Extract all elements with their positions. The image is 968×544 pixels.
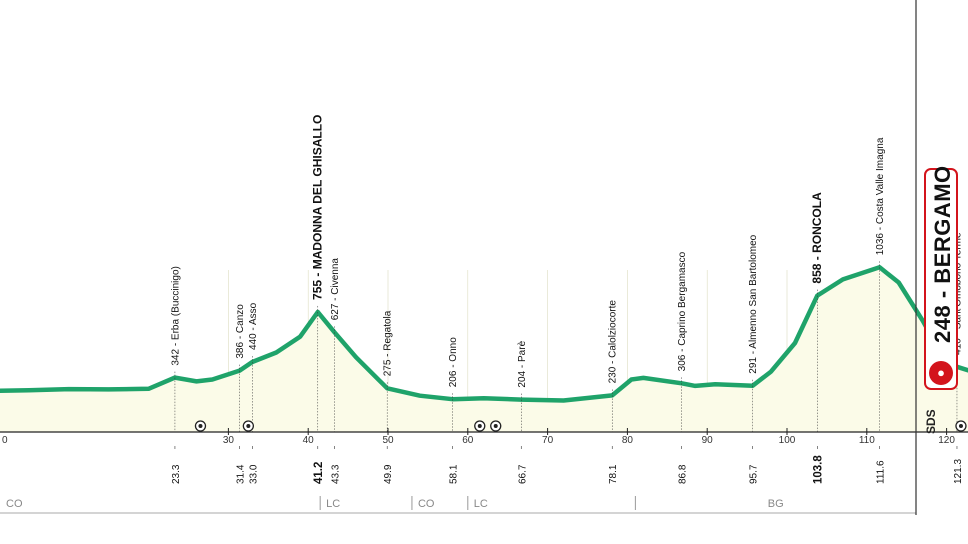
route-marker-dot <box>477 424 482 428</box>
km-label: 43.3 <box>331 464 342 484</box>
point-labels: 342 - Erba (Buccinigo) 386 - Canzo 440 - A… <box>170 115 963 388</box>
route-marker-dot <box>493 424 498 428</box>
place-label: 386 - Canzo <box>235 304 246 359</box>
x-axis-tick-label: 0 <box>2 435 8 446</box>
x-axis-tick-label: 60 <box>462 435 474 446</box>
route-marker-dot <box>958 424 963 428</box>
place-label: 204 - Parè <box>517 340 528 387</box>
cyclist-icon: ● <box>929 361 953 385</box>
x-axis-tick-label: 30 <box>223 435 235 446</box>
x-axis-tick-label: 100 <box>779 435 796 446</box>
province-label: LC <box>326 498 340 510</box>
x-axis-tick-label: 70 <box>542 435 554 446</box>
km-label: 103.8 <box>812 455 824 484</box>
point-guide-lines <box>174 261 958 432</box>
finish-badge: 248 - BERGAMO ● <box>924 165 958 390</box>
route-marker-dot <box>246 424 251 428</box>
km-label: 31.4 <box>236 464 247 484</box>
km-label: 95.7 <box>749 464 760 484</box>
climb-label: 858 - RONCOLA <box>810 192 824 284</box>
place-label: 230 - Calolziocorte <box>608 300 619 384</box>
km-label: 111.6 <box>876 460 887 484</box>
province-label: CO <box>6 498 23 510</box>
km-label: 23.3 <box>171 464 182 484</box>
place-label: 306 - Caprino Bergamasco <box>677 251 688 371</box>
place-label: 275 - Regatola <box>383 310 394 376</box>
km-label: 49.9 <box>383 464 394 484</box>
place-label: 291 - Almenno San Bartolomeo <box>748 234 759 373</box>
sds-label: SDS <box>924 404 938 434</box>
x-axis-tick-label: 90 <box>702 435 714 446</box>
province-label: LC <box>474 498 488 510</box>
place-label: 440 - Asso <box>248 302 259 350</box>
x-axis-tick-label: 50 <box>382 435 394 446</box>
place-label: 342 - Erba (Buccinigo) <box>170 266 181 366</box>
x-axis-tick-label: 120 <box>938 435 955 446</box>
x-axis-tick-label: 110 <box>859 435 875 446</box>
km-label: 33.0 <box>248 464 259 484</box>
province-bands: CO LC CO LC BG <box>0 0 917 515</box>
x-axis-tick-label: 80 <box>622 435 634 446</box>
km-label: 121.3 <box>953 459 964 484</box>
x-axis-tick-label: 40 <box>303 435 315 446</box>
km-bottom-labels: 23.3 31.4 33.0 41.2 43.3 49.9 58.1 66.7 78.1 86.8… <box>171 446 964 484</box>
route-markers <box>194 420 967 432</box>
elevation-fill-area <box>0 267 968 432</box>
km-label: 86.8 <box>678 464 689 484</box>
province-label: BG <box>768 498 784 510</box>
x-axis: 0304050607080901001101201301401501601701… <box>0 428 968 446</box>
km-label: 66.7 <box>517 464 528 484</box>
finish-label: 248 - BERGAMO <box>930 165 955 343</box>
climb-label: 755 - MADONNA DEL GHISALLO <box>310 115 324 300</box>
sds-text: SDS <box>924 409 938 434</box>
province-label: CO <box>418 498 435 510</box>
place-label: 206 - Onno <box>448 337 459 387</box>
km-label: 78.1 <box>608 464 619 484</box>
km-label: 41.2 <box>313 462 325 484</box>
place-label: 1036 - Costa Valle Imagna <box>875 137 886 255</box>
km-label: 58.1 <box>449 464 460 484</box>
place-label: 627 - Civenna <box>330 258 341 321</box>
route-marker-dot <box>198 424 203 428</box>
